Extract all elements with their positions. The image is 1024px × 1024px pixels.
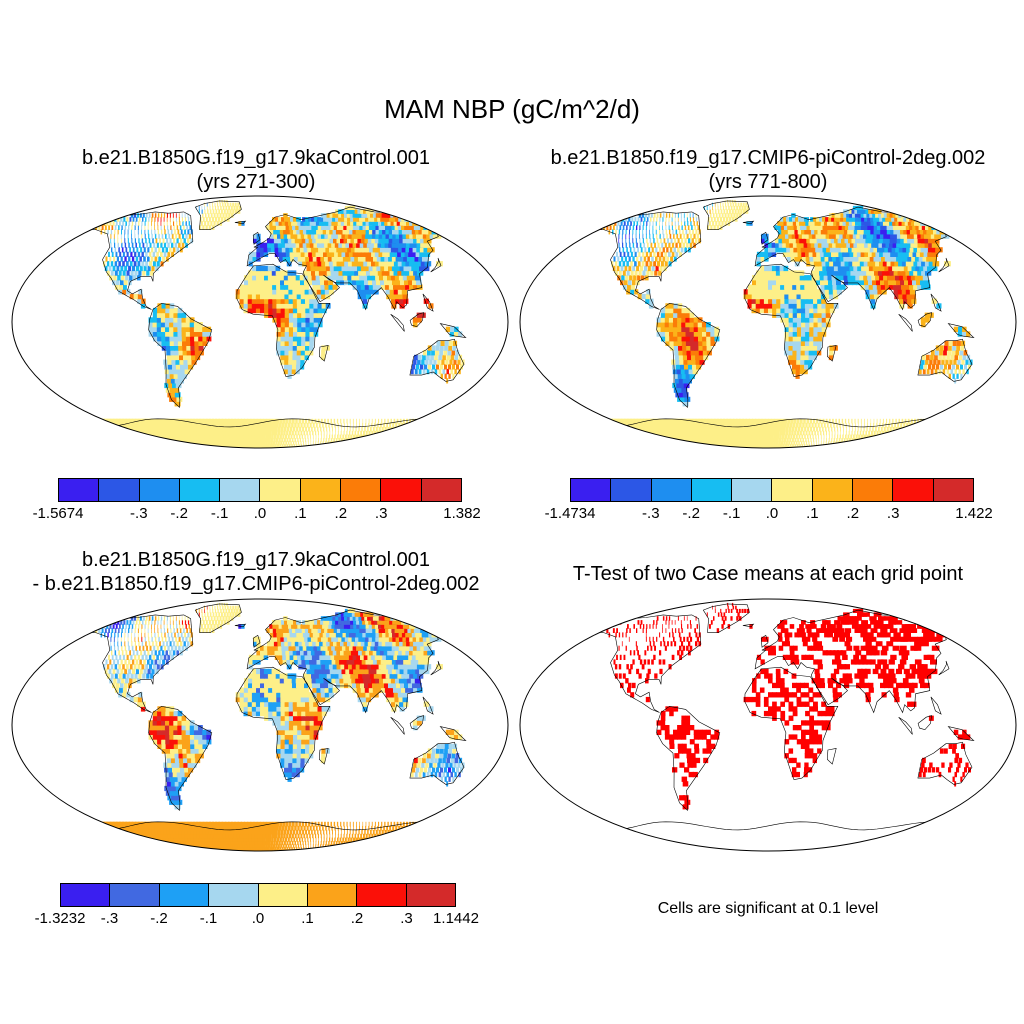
panel4-title: T-Test of two Case means at each grid po…: [572, 563, 964, 585]
colorbar-swatch: [139, 479, 180, 501]
map-grid-cells: [67, 199, 483, 448]
colorbar-label: .1: [301, 910, 314, 927]
colorbar-swatch: [421, 479, 461, 501]
map-frame: [519, 195, 1017, 449]
colorbar-swatch: [406, 884, 455, 906]
colorbar-label: 1.1442: [433, 910, 479, 927]
colorbar-label: -.3: [100, 910, 119, 927]
panel1-title-line1: b.e21.B1850G.f19_g17.9kaControl.001: [81, 147, 431, 169]
colorbar-swatch: [307, 884, 358, 906]
colorbar-label: 1.422: [955, 505, 993, 522]
colorbar-swatch: [220, 479, 261, 501]
colorbar-swatch: [300, 479, 342, 501]
colorbar-swatch: [381, 479, 422, 501]
colorbar-swatch: [159, 884, 210, 906]
colorbar-label: .1: [806, 505, 819, 522]
panel2-title-line2: (yrs 771-800): [708, 171, 828, 193]
panel1-colorbar: [58, 478, 462, 502]
panel3-title-line2: - b.e21.B1850.f19_g17.CMIP6-piControl-2d…: [32, 573, 480, 595]
colorbar-swatch: [651, 479, 692, 501]
panel4-significance-note: Cells are significant at 0.1 level: [657, 900, 879, 917]
colorbar-swatch: [209, 884, 259, 906]
colorbar-swatch: [893, 479, 934, 501]
coastlines: [584, 200, 997, 428]
colorbar-swatch: [260, 479, 301, 501]
colorbar-label: -1.3232: [34, 910, 86, 927]
colorbar-label: .1: [294, 505, 307, 522]
colorbar-swatch: [611, 479, 652, 501]
colorbar-swatch: [61, 884, 111, 906]
coastlines: [584, 603, 997, 831]
colorbar-label: -.3: [642, 505, 660, 522]
colorbar-label: -1.5674: [32, 505, 84, 522]
colorbar-label: -.2: [170, 505, 188, 522]
colorbar-swatch: [341, 479, 382, 501]
colorbar-swatch: [772, 479, 813, 501]
colorbar-label: 1.382: [443, 505, 481, 522]
map-frame: [11, 598, 509, 852]
figure-title: MAM NBP (gC/m^2/d): [384, 94, 640, 124]
colorbar-label: .0: [765, 505, 779, 522]
panel4-map: [519, 598, 1017, 852]
colorbar-label: .3: [374, 505, 388, 522]
colorbar-swatch: [853, 479, 894, 501]
colorbar-swatch: [571, 479, 612, 501]
map-frame: [519, 598, 1017, 852]
colorbar-label: -.1: [210, 505, 229, 522]
panel1-map: [11, 195, 509, 449]
colorbar-label: .0: [253, 505, 267, 522]
colorbar-label: -.1: [199, 910, 218, 927]
colorbar-label: -.2: [150, 910, 168, 927]
colorbar-label: -.1: [722, 505, 741, 522]
colorbar-label: -.2: [682, 505, 700, 522]
colorbar-label: .2: [334, 505, 348, 522]
panel2-colorbar: [570, 478, 974, 502]
colorbar-swatch: [179, 479, 221, 501]
colorbar-swatch: [357, 884, 407, 906]
colorbar-label: .3: [400, 910, 413, 927]
colorbar-swatch: [732, 479, 773, 501]
colorbar-label: .2: [350, 910, 364, 927]
panel2-map: [519, 195, 1017, 449]
colorbar-swatch: [691, 479, 733, 501]
panel3-colorbar: [60, 883, 456, 907]
panel3-map: [11, 598, 509, 852]
colorbar-swatch: [59, 479, 100, 501]
map-frame: [11, 195, 509, 449]
panel3-title-line1: b.e21.B1850G.f19_g17.9kaControl.001: [81, 549, 431, 571]
colorbar-swatch: [933, 479, 973, 501]
colorbar-swatch: [812, 479, 854, 501]
panel1-title-line2: (yrs 271-300): [196, 171, 316, 193]
panel2-title-line1: b.e21.B1850.f19_g17.CMIP6-piControl-2deg…: [550, 147, 986, 169]
map-grid-cells: [575, 199, 991, 448]
colorbar-label: .2: [846, 505, 860, 522]
map-grid-cells: [593, 602, 984, 810]
colorbar-label: -1.4734: [544, 505, 596, 522]
colorbar-swatch: [110, 884, 160, 906]
colorbar-label: .3: [886, 505, 900, 522]
colorbar-swatch: [99, 479, 140, 501]
colorbar-label: .0: [251, 910, 265, 927]
map-grid-cells: [67, 602, 483, 851]
colorbar-label: -.3: [130, 505, 148, 522]
colorbar-swatch: [258, 884, 308, 906]
coastlines: [76, 200, 489, 428]
